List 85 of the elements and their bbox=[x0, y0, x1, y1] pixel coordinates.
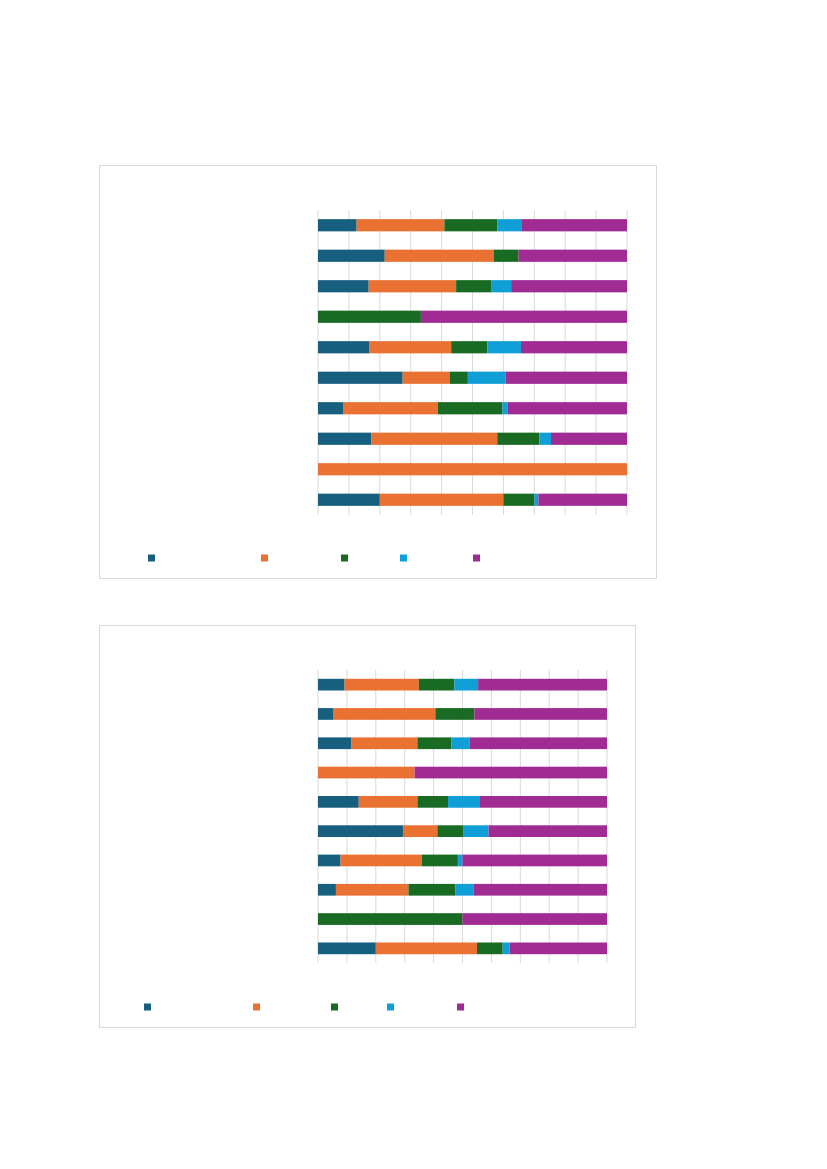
bar bbox=[511, 280, 627, 293]
bar bbox=[384, 249, 494, 262]
bar bbox=[318, 795, 359, 808]
bar bbox=[402, 371, 450, 384]
bar bbox=[335, 883, 409, 896]
bar bbox=[344, 678, 419, 691]
bar bbox=[451, 341, 488, 354]
bar bbox=[421, 854, 458, 867]
bar bbox=[375, 942, 477, 955]
bar bbox=[505, 371, 627, 384]
bar bbox=[476, 942, 503, 955]
bar bbox=[318, 942, 376, 955]
bar bbox=[456, 280, 492, 293]
bar bbox=[509, 942, 607, 955]
bar bbox=[474, 708, 607, 720]
bar bbox=[435, 708, 475, 720]
bar bbox=[318, 219, 357, 232]
bar bbox=[502, 402, 508, 415]
bar bbox=[318, 883, 336, 896]
bar bbox=[503, 493, 535, 506]
bar bbox=[463, 825, 489, 838]
bar bbox=[455, 883, 474, 896]
bar bbox=[538, 493, 627, 506]
bar bbox=[550, 432, 627, 445]
bar bbox=[462, 913, 607, 925]
bar bbox=[318, 766, 415, 779]
bar bbox=[356, 219, 445, 232]
bar bbox=[507, 402, 627, 415]
bar bbox=[539, 432, 551, 445]
bar bbox=[454, 678, 479, 691]
bar bbox=[379, 493, 504, 506]
bar bbox=[414, 766, 607, 779]
bar bbox=[491, 280, 512, 293]
bar bbox=[318, 249, 385, 262]
bar bbox=[420, 310, 627, 323]
bar bbox=[497, 219, 522, 232]
bar bbox=[467, 371, 506, 384]
bar bbox=[479, 795, 607, 808]
bar bbox=[518, 249, 627, 262]
bar bbox=[369, 341, 452, 354]
bar bbox=[457, 854, 463, 867]
bar bbox=[318, 493, 380, 506]
bar bbox=[318, 371, 403, 384]
bar bbox=[318, 310, 421, 323]
bar bbox=[318, 341, 370, 354]
bar bbox=[417, 795, 449, 808]
bar bbox=[318, 678, 345, 691]
bar bbox=[417, 737, 452, 750]
bar bbox=[502, 942, 510, 955]
bar bbox=[462, 854, 607, 867]
bar bbox=[368, 280, 457, 293]
bar bbox=[318, 280, 369, 293]
bar bbox=[478, 678, 607, 691]
bar bbox=[521, 219, 627, 232]
bar bbox=[444, 219, 498, 232]
bar bbox=[408, 883, 456, 896]
bar bbox=[351, 737, 418, 750]
bar bbox=[473, 883, 607, 896]
bar bbox=[451, 737, 470, 750]
bar bbox=[318, 402, 344, 415]
bar bbox=[449, 371, 468, 384]
bar bbox=[469, 737, 607, 750]
bar bbox=[497, 432, 540, 445]
bar bbox=[488, 825, 607, 838]
bar bbox=[437, 825, 464, 838]
bar bbox=[333, 708, 436, 720]
bar bbox=[418, 678, 455, 691]
bar bbox=[534, 493, 539, 506]
bar bbox=[318, 737, 352, 750]
bar bbox=[487, 341, 522, 354]
bar bbox=[493, 249, 519, 262]
bar bbox=[402, 825, 438, 838]
bar bbox=[343, 402, 438, 415]
bar bbox=[448, 795, 480, 808]
bar bbox=[318, 432, 372, 445]
bar bbox=[371, 432, 498, 445]
bar bbox=[318, 463, 627, 476]
bar bbox=[358, 795, 418, 808]
bar bbox=[318, 825, 403, 838]
bar bbox=[318, 708, 334, 720]
bar bbox=[318, 913, 463, 925]
bar bbox=[437, 402, 503, 415]
bar bbox=[318, 854, 341, 867]
bar bbox=[521, 341, 627, 354]
bar bbox=[340, 854, 422, 867]
